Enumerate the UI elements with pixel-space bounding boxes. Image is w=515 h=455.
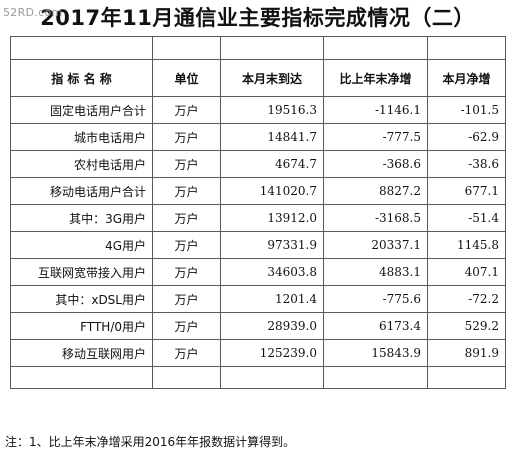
- empty-cell: [323, 36, 428, 60]
- header-current: 本月末到达: [220, 59, 324, 97]
- cell-yoy: 15843.9: [323, 339, 428, 367]
- cell-month: 677.1: [427, 177, 506, 205]
- empty-cell: [427, 366, 506, 389]
- cell-yoy: -368.6: [323, 150, 428, 178]
- cell-name: 城市电话用户: [10, 123, 153, 151]
- table-row: 其中：xDSL用户 万户 1201.4 -775.6 -72.2: [10, 285, 506, 313]
- empty-cell: [220, 366, 324, 389]
- table-spacer-row: [10, 36, 506, 60]
- cell-yoy: -3168.5: [323, 204, 428, 232]
- cell-current: 13912.0: [220, 204, 324, 232]
- cell-name: 互联网宽带接入用户: [10, 258, 153, 286]
- empty-cell: [10, 36, 153, 60]
- table-row: 移动电话用户合计 万户 141020.7 8827.2 677.1: [10, 177, 506, 205]
- cell-unit: 万户: [152, 204, 221, 232]
- table-row: 互联网宽带接入用户 万户 34603.8 4883.1 407.1: [10, 258, 506, 286]
- cell-name: 移动互联网用户: [10, 339, 153, 367]
- cell-name: 其中：xDSL用户: [10, 285, 153, 313]
- empty-cell: [10, 366, 153, 389]
- cell-unit: 万户: [152, 177, 221, 205]
- cell-unit: 万户: [152, 123, 221, 151]
- cell-unit: 万户: [152, 285, 221, 313]
- cell-current: 34603.8: [220, 258, 324, 286]
- table-row: 农村电话用户 万户 4674.7 -368.6 -38.6: [10, 150, 506, 178]
- header-month: 本月净增: [427, 59, 506, 97]
- cell-name: 农村电话用户: [10, 150, 153, 178]
- cell-name: FTTH/0用户: [10, 312, 153, 340]
- table-row: 移动互联网用户 万户 125239.0 15843.9 891.9: [10, 339, 506, 367]
- cell-unit: 万户: [152, 231, 221, 259]
- cell-current: 4674.7: [220, 150, 324, 178]
- table-empty-row: [10, 366, 506, 389]
- cell-yoy: -777.5: [323, 123, 428, 151]
- cell-unit: 万户: [152, 96, 221, 124]
- empty-cell: [152, 366, 221, 389]
- table-row: 固定电话用户合计 万户 19516.3 -1146.1 -101.5: [10, 96, 506, 124]
- cell-month: -72.2: [427, 285, 506, 313]
- indicator-table: 指 标 名 称 单位 本月末到达 比上年末净增 本月净增 固定电话用户合计 万户 1…: [10, 36, 506, 389]
- cell-yoy: 4883.1: [323, 258, 428, 286]
- cell-current: 19516.3: [220, 96, 324, 124]
- empty-cell: [427, 36, 506, 60]
- cell-month: 407.1: [427, 258, 506, 286]
- cell-yoy: -775.6: [323, 285, 428, 313]
- header-yoy: 比上年末净增: [323, 59, 428, 97]
- cell-month: 891.9: [427, 339, 506, 367]
- page-title: 2017年11月通信业主要指标完成情况（二）: [40, 6, 475, 30]
- table-row: FTTH/0用户 万户 28939.0 6173.4 529.2: [10, 312, 506, 340]
- cell-current: 97331.9: [220, 231, 324, 259]
- cell-month: -51.4: [427, 204, 506, 232]
- empty-cell: [220, 36, 324, 60]
- cell-current: 28939.0: [220, 312, 324, 340]
- cell-month: -38.6: [427, 150, 506, 178]
- footnote: 注：1、比上年末净增采用2016年年报数据计算得到。: [5, 435, 296, 449]
- cell-current: 141020.7: [220, 177, 324, 205]
- cell-month: -62.9: [427, 123, 506, 151]
- cell-name: 4G用户: [10, 231, 153, 259]
- cell-month: -101.5: [427, 96, 506, 124]
- table-row: 其中：3G用户 万户 13912.0 -3168.5 -51.4: [10, 204, 506, 232]
- cell-name: 固定电话用户合计: [10, 96, 153, 124]
- cell-unit: 万户: [152, 258, 221, 286]
- table-row: 4G用户 万户 97331.9 20337.1 1145.8: [10, 231, 506, 259]
- header-unit: 单位: [152, 59, 221, 97]
- cell-unit: 万户: [152, 150, 221, 178]
- cell-name: 移动电话用户合计: [10, 177, 153, 205]
- empty-cell: [152, 36, 221, 60]
- cell-month: 1145.8: [427, 231, 506, 259]
- cell-yoy: -1146.1: [323, 96, 428, 124]
- cell-month: 529.2: [427, 312, 506, 340]
- cell-current: 1201.4: [220, 285, 324, 313]
- watermark: 52RD.com: [3, 6, 63, 19]
- cell-unit: 万户: [152, 339, 221, 367]
- cell-name: 其中：3G用户: [10, 204, 153, 232]
- table-header-row: 指 标 名 称 单位 本月末到达 比上年末净增 本月净增: [10, 59, 506, 97]
- empty-cell: [323, 366, 428, 389]
- cell-yoy: 6173.4: [323, 312, 428, 340]
- cell-current: 125239.0: [220, 339, 324, 367]
- cell-unit: 万户: [152, 312, 221, 340]
- cell-current: 14841.7: [220, 123, 324, 151]
- table-row: 城市电话用户 万户 14841.7 -777.5 -62.9: [10, 123, 506, 151]
- cell-yoy: 8827.2: [323, 177, 428, 205]
- header-name: 指 标 名 称: [10, 59, 153, 97]
- cell-yoy: 20337.1: [323, 231, 428, 259]
